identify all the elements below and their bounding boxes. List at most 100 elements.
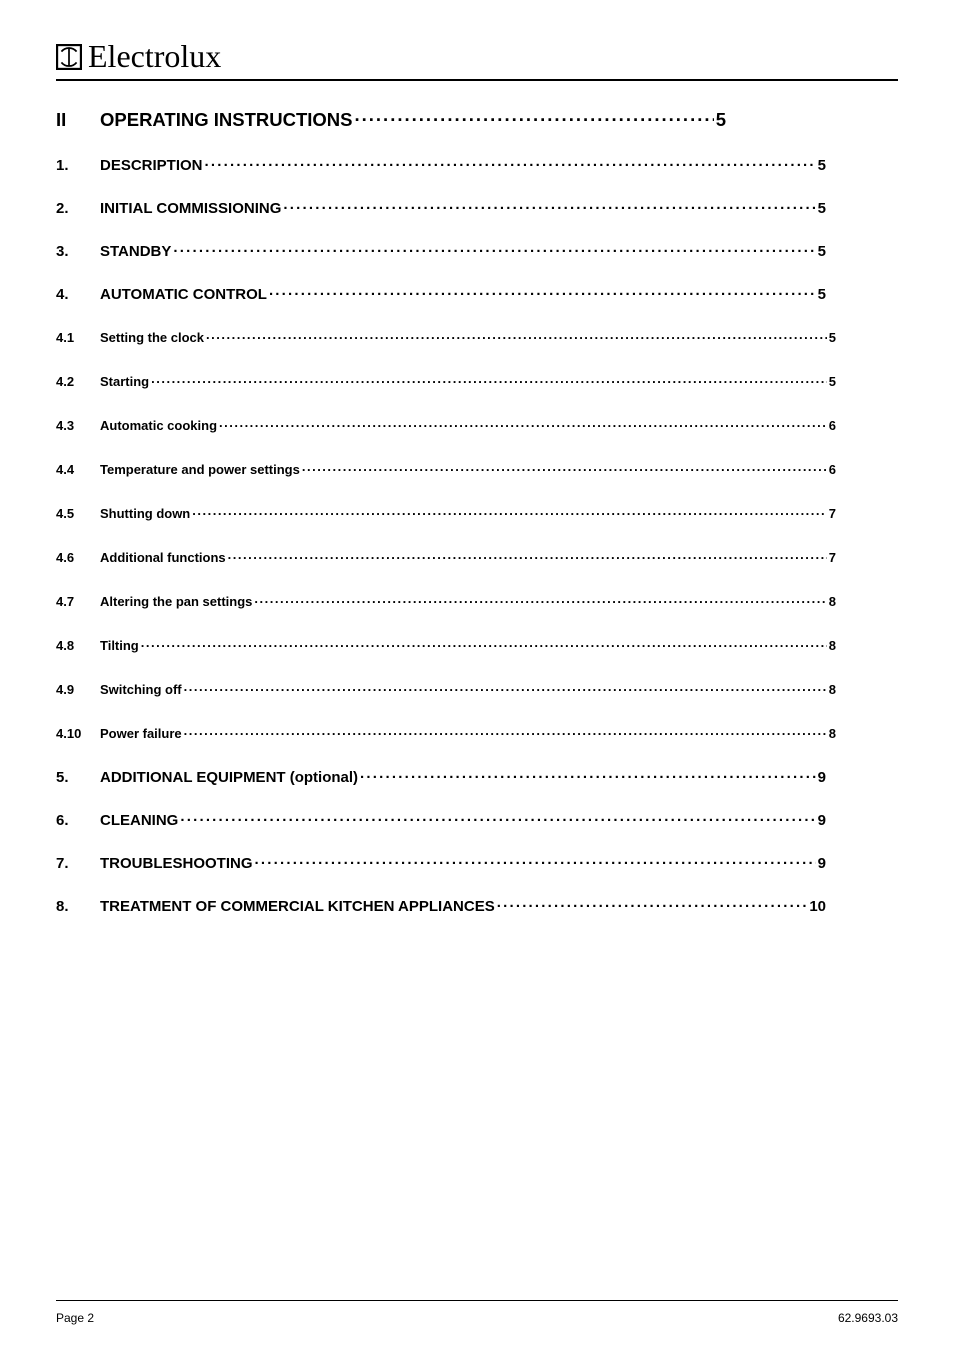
toc-leader	[184, 725, 827, 738]
toc-leader	[184, 681, 827, 694]
toc-number: 4.	[56, 286, 100, 303]
toc-title: OPERATING INSTRUCTIONS	[100, 109, 355, 131]
toc-entry: 1. DESCRIPTION 5	[56, 143, 826, 186]
toc-page: 8	[827, 638, 836, 653]
toc-entry: 2. INITIAL COMMISSIONING 5	[56, 186, 826, 229]
toc-leader	[355, 107, 714, 126]
toc-number: 6.	[56, 812, 100, 829]
toc-leader	[228, 549, 827, 562]
toc-title: DESCRIPTION	[100, 157, 205, 174]
toc-number: 4.8	[56, 638, 100, 653]
toc-leader	[141, 637, 827, 650]
toc-entry: 4.10 Power failure 8	[56, 711, 836, 755]
toc-leader	[269, 284, 816, 299]
toc-number: 4.3	[56, 418, 100, 433]
toc-leader	[206, 329, 827, 342]
toc-title: INITIAL COMMISSIONING	[100, 200, 283, 217]
toc-leader	[180, 810, 815, 825]
toc-page: 5	[827, 330, 836, 345]
toc-page: 9	[816, 855, 826, 872]
toc-entry: 4. AUTOMATIC CONTROL 5	[56, 272, 826, 315]
toc-leader	[283, 198, 815, 213]
toc-page: 5	[714, 109, 726, 131]
toc-page: 8	[827, 726, 836, 741]
toc-title: STANDBY	[100, 243, 173, 260]
toc-leader	[497, 896, 808, 911]
toc-title: AUTOMATIC CONTROL	[100, 286, 269, 303]
toc-page: 7	[827, 550, 836, 565]
toc-leader	[192, 505, 827, 518]
page: Electrolux II OPERATING INSTRUCTIONS 5 1…	[0, 0, 954, 1351]
toc-page: 5	[816, 157, 826, 174]
footer-document-number: 62.9693.03	[838, 1311, 898, 1325]
toc-page: 5	[816, 286, 826, 303]
toc-number: 4.5	[56, 506, 100, 521]
toc-page: 10	[807, 898, 826, 915]
toc-number: 2.	[56, 200, 100, 217]
toc-title: Shutting down	[100, 506, 192, 521]
toc-title: ADDITIONAL EQUIPMENT (optional)	[100, 769, 360, 786]
brand-header: Electrolux	[56, 38, 898, 75]
toc-entry: 4.4 Temperature and power settings 6	[56, 447, 836, 491]
header-rule	[56, 79, 898, 81]
toc-number: 4.9	[56, 682, 100, 697]
toc-entry: 4.7 Altering the pan settings 8	[56, 579, 836, 623]
toc-page: 8	[827, 682, 836, 697]
toc-leader	[173, 241, 815, 256]
toc-number: 4.6	[56, 550, 100, 565]
toc-leader	[302, 461, 827, 474]
toc-title: TREATMENT OF COMMERCIAL KITCHEN APPLIANC…	[100, 898, 497, 915]
toc-title: Temperature and power settings	[100, 462, 302, 477]
toc-entry: 8. TREATMENT OF COMMERCIAL KITCHEN APPLI…	[56, 884, 826, 927]
toc-leader	[255, 853, 816, 868]
toc-leader	[205, 155, 816, 170]
toc-number: 4.1	[56, 330, 100, 345]
toc-entry: 3. STANDBY 5	[56, 229, 826, 272]
toc-entry: 4.1 Setting the clock 5	[56, 315, 836, 359]
toc-title: Tilting	[100, 638, 141, 653]
toc-title: CLEANING	[100, 812, 180, 829]
toc-number: 3.	[56, 243, 100, 260]
toc-number: 4.7	[56, 594, 100, 609]
toc-page: 6	[827, 462, 836, 477]
toc-title: Power failure	[100, 726, 184, 741]
toc-title: Setting the clock	[100, 330, 206, 345]
toc-entry: 5. ADDITIONAL EQUIPMENT (optional) 9	[56, 755, 826, 798]
toc-page: 8	[827, 594, 836, 609]
toc-leader	[254, 593, 826, 606]
brand-name: Electrolux	[88, 38, 221, 75]
toc-number: 7.	[56, 855, 100, 872]
toc-page: 5	[827, 374, 836, 389]
footer-page-number: Page 2	[56, 1311, 94, 1325]
toc-entry: 4.2 Starting 5	[56, 359, 836, 403]
toc-number: II	[56, 109, 100, 131]
toc-number: 1.	[56, 157, 100, 174]
toc-entry: 4.9 Switching off 8	[56, 667, 836, 711]
toc-entry: 4.3 Automatic cooking 6	[56, 403, 836, 447]
toc-leader	[219, 417, 827, 430]
toc-number: 4.10	[56, 726, 100, 741]
toc-number: 4.4	[56, 462, 100, 477]
toc-leader	[151, 373, 827, 386]
footer-rule	[56, 1300, 898, 1301]
toc-page: 6	[827, 418, 836, 433]
toc-entry: 4.5 Shutting down 7	[56, 491, 836, 535]
electrolux-logo-icon	[56, 44, 82, 70]
toc-page: 9	[816, 812, 826, 829]
toc-entry: 7. TROUBLESHOOTING 9	[56, 841, 826, 884]
toc-number: 8.	[56, 898, 100, 915]
toc-title: Additional functions	[100, 550, 228, 565]
toc-title: Switching off	[100, 682, 184, 697]
toc-number: 5.	[56, 769, 100, 786]
toc-title: TROUBLESHOOTING	[100, 855, 255, 872]
toc-page: 9	[816, 769, 826, 786]
toc-page: 7	[827, 506, 836, 521]
toc-title: Automatic cooking	[100, 418, 219, 433]
toc-entry: 6. CLEANING 9	[56, 798, 826, 841]
toc-number: 4.2	[56, 374, 100, 389]
toc-leader	[360, 767, 816, 782]
toc-page: 5	[816, 200, 826, 217]
toc-entry: 4.8 Tilting 8	[56, 623, 836, 667]
toc-entry: 4.6 Additional functions 7	[56, 535, 836, 579]
table-of-contents: II OPERATING INSTRUCTIONS 5 1. DESCRIPTI…	[56, 95, 898, 927]
